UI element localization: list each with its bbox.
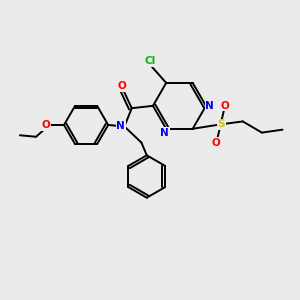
Text: O: O xyxy=(221,100,230,110)
Text: O: O xyxy=(41,120,50,130)
Text: N: N xyxy=(116,121,125,131)
Text: N: N xyxy=(160,128,169,138)
Text: N: N xyxy=(206,101,214,111)
Text: Cl: Cl xyxy=(144,56,156,66)
Text: O: O xyxy=(118,81,126,92)
Text: S: S xyxy=(218,119,225,129)
Text: O: O xyxy=(212,138,220,148)
